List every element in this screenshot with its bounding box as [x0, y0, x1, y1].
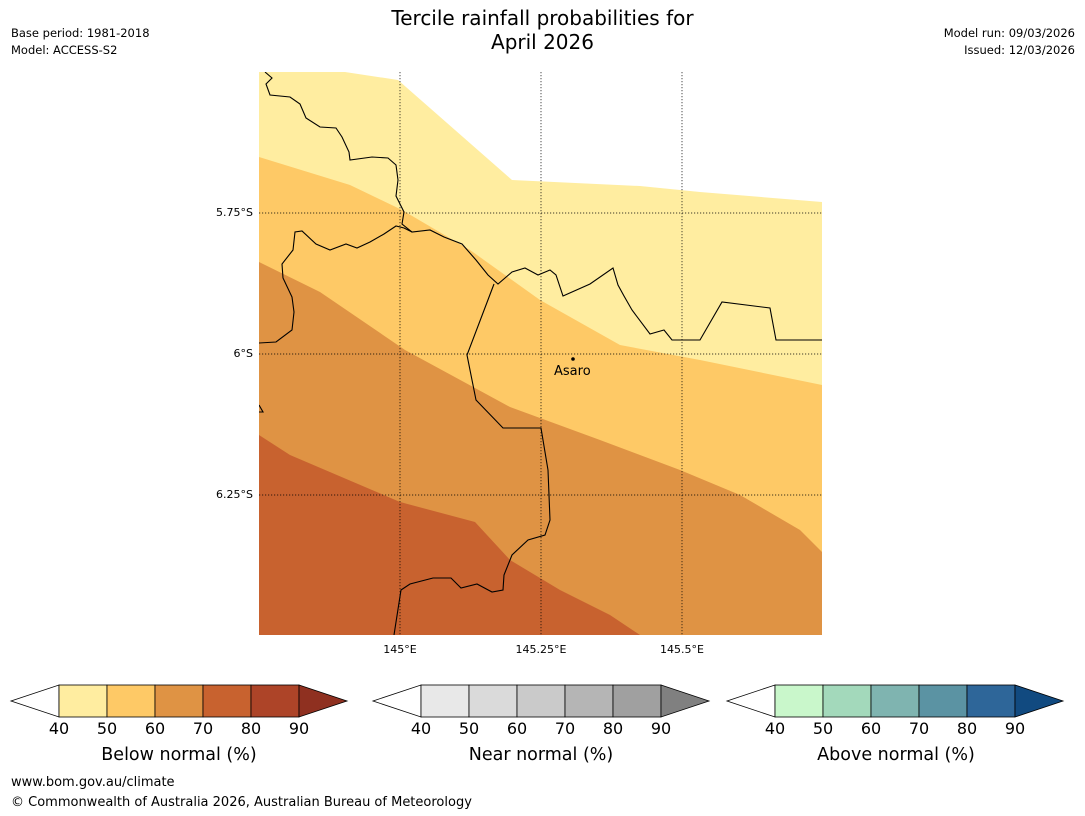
colorbar-title-below: Below normal (%) — [101, 745, 257, 765]
footer-copyright: © Commonwealth of Australia 2026, Austra… — [11, 795, 472, 810]
lon-label-145-25: 145.25°E — [515, 643, 567, 656]
colorbar-segment — [468, 684, 518, 718]
asaro-marker — [571, 357, 575, 361]
lon-label-145: 145°E — [383, 643, 417, 656]
header-right: Model run: 09/03/2026 Issued: 12/03/2026 — [944, 25, 1075, 59]
colorbar-tick-label: 70 — [554, 719, 576, 738]
colorbar-segment — [564, 684, 614, 718]
base-period-text: Base period: 1981-2018 — [11, 26, 150, 40]
colorbar-under-arrow — [725, 684, 776, 718]
no-data-area — [259, 72, 822, 202]
colorbar-over-arrow — [660, 684, 711, 718]
colorbar-tick-label: 50 — [458, 719, 480, 738]
colorbar-segment — [58, 684, 108, 718]
colorbar-tick-label: 60 — [860, 719, 882, 738]
colorbar-tick-label: 40 — [48, 719, 70, 738]
lat-label-6: 6°S — [233, 347, 253, 360]
model-run-text: Model run: 09/03/2026 — [943, 26, 1075, 40]
lat-label-5-75: 5.75°S — [216, 206, 253, 219]
colorbar-title-above: Above normal (%) — [817, 745, 975, 765]
colorbar-over-arrow — [298, 684, 349, 718]
lon-label-145-5: 145.5°E — [660, 643, 704, 656]
graticule — [259, 72, 822, 635]
colorbar-below-normal — [9, 684, 349, 718]
colorbars-svg — [9, 684, 1065, 718]
colorbar-above-normal — [725, 684, 1065, 718]
band-70-80 — [259, 435, 640, 635]
title-line-1: Tercile rainfall probabilities for — [391, 6, 694, 30]
colorbar-tick-label: 40 — [410, 719, 432, 738]
colorbar-tick-label: 80 — [956, 719, 978, 738]
border-line — [393, 283, 551, 635]
colorbar-segment — [516, 684, 566, 718]
issued-text: Issued: 12/03/2026 — [964, 43, 1075, 57]
colorbar-segment — [106, 684, 156, 718]
lat-label-6-25: 6.25°S — [216, 488, 253, 501]
colorbar-segment — [250, 684, 300, 718]
colorbar-tick-label: 70 — [908, 719, 930, 738]
colorbar-segment — [966, 684, 1016, 718]
colorbar-tick-label: 60 — [144, 719, 166, 738]
colorbar-tick-label: 90 — [650, 719, 672, 738]
colorbar-segment — [612, 684, 662, 718]
colorbar-tick-label: 80 — [240, 719, 262, 738]
title-line-2: April 2026 — [491, 30, 594, 54]
model-text: Model: ACCESS-S2 — [11, 43, 118, 57]
colorbar-tick-label: 40 — [764, 719, 786, 738]
colorbar-segment — [202, 684, 252, 718]
colorbar-under-arrow — [9, 684, 60, 718]
colorbar-segment — [918, 684, 968, 718]
colorbar-tick-label: 70 — [192, 719, 214, 738]
footer-url: www.bom.gov.au/climate — [11, 775, 175, 790]
coastline — [264, 72, 822, 341]
map-title: Tercile rainfall probabilities for April… — [0, 6, 1085, 54]
map-area — [259, 72, 822, 635]
colorbar-segment — [822, 684, 872, 718]
colorbar-tick-label: 90 — [288, 719, 310, 738]
colorbar-segment — [774, 684, 824, 718]
asaro-label: Asaro — [554, 364, 591, 379]
colorbar-over-arrow — [1014, 684, 1065, 718]
coastline-west — [259, 225, 413, 344]
colorbar-segment — [420, 684, 470, 718]
colorbar-tick-label: 80 — [602, 719, 624, 738]
header-left: Base period: 1981-2018 Model: ACCESS-S2 — [11, 25, 150, 59]
coastline-fragment — [259, 404, 264, 413]
colorbar-tick-label: 50 — [812, 719, 834, 738]
colorbar-title-near: Near normal (%) — [468, 745, 614, 765]
colorbar-segment — [870, 684, 920, 718]
colorbar-segment — [154, 684, 204, 718]
colorbar-near-normal — [371, 684, 711, 718]
colorbar-tick-label: 90 — [1004, 719, 1026, 738]
colorbar-tick-label: 50 — [96, 719, 118, 738]
colorbar-under-arrow — [371, 684, 422, 718]
colorbar-tick-label: 60 — [506, 719, 528, 738]
